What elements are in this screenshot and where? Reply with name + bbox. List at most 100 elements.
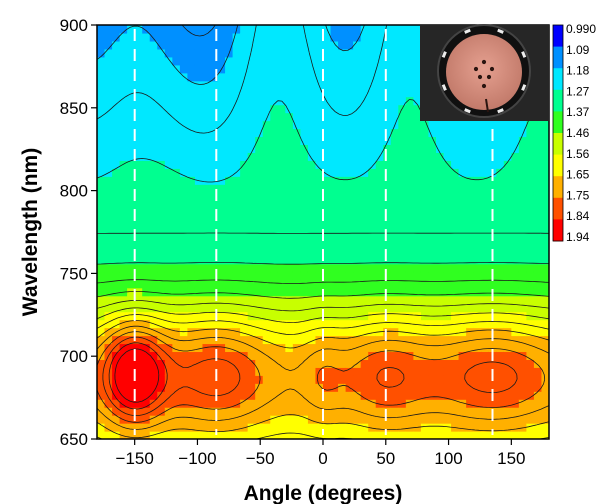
heatmap-cell <box>511 295 520 305</box>
heatmap-cell <box>202 96 211 106</box>
heatmap-cell <box>466 415 475 424</box>
heatmap-cell <box>142 343 151 353</box>
heatmap-cell <box>458 383 467 392</box>
heatmap-cell <box>270 423 279 432</box>
heatmap-cell <box>473 232 482 241</box>
heatmap-cell <box>503 303 512 313</box>
heatmap-cell <box>300 192 309 201</box>
heatmap-cell <box>225 335 234 345</box>
heatmap-cell <box>270 399 279 408</box>
heatmap-cell <box>405 88 414 98</box>
heatmap-cell <box>202 224 211 233</box>
heatmap-cell <box>164 271 173 281</box>
heatmap-cell <box>119 255 128 265</box>
heatmap-cell <box>157 247 166 257</box>
heatmap-cell <box>338 311 347 321</box>
heatmap-cell <box>518 208 527 217</box>
heatmap-cell <box>240 56 249 66</box>
heatmap-cell <box>112 112 121 122</box>
heatmap-cell <box>255 255 264 265</box>
heatmap-cell <box>157 128 166 138</box>
heatmap-cell <box>225 216 234 225</box>
heatmap-cell <box>458 295 467 305</box>
heatmap-cell <box>390 247 399 257</box>
heatmap-cell <box>164 128 173 138</box>
heatmap-cell <box>390 271 399 281</box>
heatmap-cell <box>443 216 452 225</box>
colorbar-labels: 0.9901.091.181.271.371.461.561.651.751.8… <box>566 22 596 244</box>
heatmap-cell <box>240 192 249 201</box>
heatmap-cell <box>97 311 106 321</box>
heatmap-cell <box>360 32 369 42</box>
heatmap-cell <box>323 383 332 392</box>
heatmap-cell <box>428 319 437 329</box>
heatmap-cell <box>503 144 512 153</box>
heatmap-cell <box>345 104 354 114</box>
heatmap-cell <box>179 184 188 193</box>
heatmap-cell <box>398 415 407 424</box>
heatmap-cell <box>292 391 301 400</box>
heatmap-cell <box>345 351 354 360</box>
heatmap-cell <box>496 224 505 233</box>
heatmap-cell <box>488 200 497 209</box>
heatmap-cell <box>353 271 362 281</box>
heatmap-cell <box>247 120 256 130</box>
heatmap-cell <box>112 104 121 114</box>
heatmap-cell <box>255 112 264 122</box>
heatmap-cell <box>375 415 384 424</box>
heatmap-cell <box>134 25 143 34</box>
heatmap-cell <box>390 112 399 122</box>
heatmap-cell <box>398 335 407 345</box>
heatmap-cell <box>420 255 430 265</box>
heatmap-cell <box>345 263 354 273</box>
heatmap-cell <box>488 303 497 313</box>
heatmap-cell <box>443 263 452 273</box>
heatmap-cell <box>285 152 294 161</box>
heatmap-cell <box>285 120 294 130</box>
heatmap-cell <box>164 176 173 185</box>
heatmap-cell <box>119 232 128 241</box>
heatmap-cell <box>466 255 475 265</box>
heatmap-cell <box>164 423 173 432</box>
heatmap-cell <box>481 271 490 281</box>
heatmap-cell <box>300 104 309 114</box>
heatmap-cell <box>405 255 414 265</box>
heatmap-cell <box>443 192 452 201</box>
heatmap-cell <box>503 168 512 177</box>
heatmap-cell <box>466 343 475 353</box>
heatmap-cell <box>149 96 158 106</box>
heatmap-cell <box>451 399 460 408</box>
heatmap-cell <box>330 367 339 376</box>
heatmap-cell <box>307 399 317 408</box>
heatmap-cell <box>97 48 106 58</box>
heatmap-cell <box>473 303 482 313</box>
heatmap-cell <box>368 112 377 122</box>
heatmap-cell <box>375 176 384 185</box>
heatmap-cell <box>330 144 339 153</box>
heatmap-cell <box>202 295 211 305</box>
heatmap-cell <box>481 200 490 209</box>
heatmap-cell <box>420 152 430 161</box>
heatmap-cell <box>496 239 505 249</box>
heatmap-cell <box>443 152 452 161</box>
heatmap-cell <box>473 431 482 439</box>
heatmap-cell <box>247 263 256 273</box>
heatmap-cell <box>127 343 136 353</box>
heatmap-cell <box>127 152 136 161</box>
heatmap-cell <box>307 128 317 138</box>
heatmap-cell <box>315 415 324 424</box>
heatmap-cell <box>172 104 181 114</box>
heatmap-cell <box>323 48 332 58</box>
heatmap-cell <box>353 184 362 193</box>
heatmap-cell <box>277 160 286 169</box>
heatmap-cell <box>164 32 173 42</box>
heatmap-cell <box>112 80 121 90</box>
heatmap-cell <box>383 303 392 313</box>
heatmap-cell <box>496 279 505 289</box>
heatmap-cell <box>503 375 512 384</box>
heatmap-cell <box>353 367 362 376</box>
heatmap-cell <box>405 423 414 432</box>
heatmap-cell <box>503 160 512 169</box>
heatmap-cell <box>526 144 535 153</box>
heatmap-cell <box>210 351 219 360</box>
